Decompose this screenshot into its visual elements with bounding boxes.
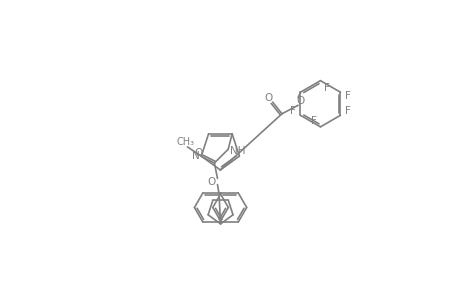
Text: N: N: [191, 151, 199, 161]
Text: CH₃: CH₃: [176, 136, 195, 146]
Text: O: O: [207, 177, 215, 187]
Text: O: O: [194, 148, 202, 158]
Text: F: F: [344, 106, 350, 116]
Text: O: O: [264, 93, 272, 103]
Text: F: F: [289, 106, 295, 116]
Text: O: O: [296, 96, 304, 106]
Text: F: F: [311, 116, 317, 126]
Text: F: F: [344, 91, 350, 101]
Text: NH: NH: [229, 146, 245, 156]
Text: F: F: [323, 82, 329, 93]
